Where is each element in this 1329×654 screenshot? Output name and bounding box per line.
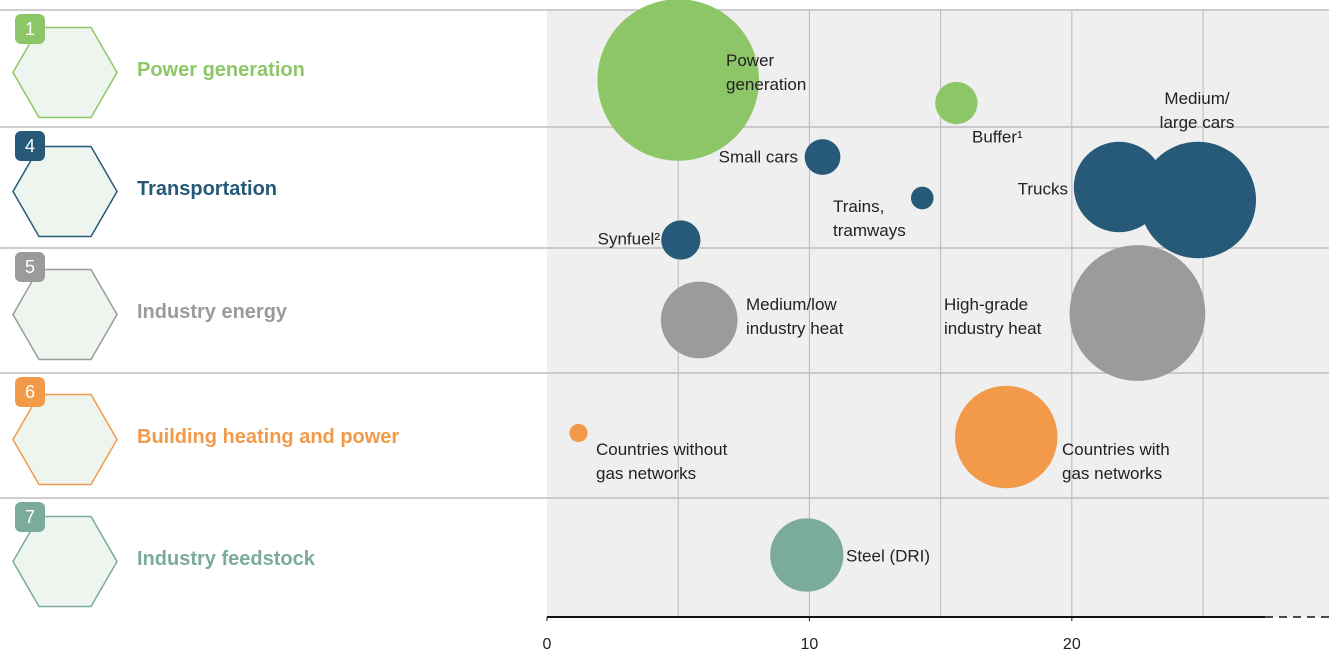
badge-number: 5 — [25, 257, 35, 277]
bubble-label: Countries without gas networks — [596, 440, 728, 483]
bubble-label: Small cars — [719, 147, 798, 166]
bubble — [1139, 141, 1257, 259]
badge — [15, 377, 45, 407]
bubble-label: Medium/low industry heat — [746, 295, 844, 338]
row-icon — [12, 268, 118, 361]
bubble-label: Power generation — [726, 51, 806, 94]
row-label: Power generation — [137, 59, 305, 81]
badge-number: 1 — [25, 19, 35, 39]
badge-number: 6 — [25, 382, 35, 402]
bubble — [597, 0, 759, 161]
row-icon — [12, 26, 118, 119]
bubble — [770, 518, 844, 592]
bubble — [955, 385, 1058, 489]
row-icon — [12, 393, 118, 486]
bubble-label: High-grade industry heat — [944, 295, 1042, 338]
x-tick-label: 10 — [801, 636, 819, 653]
bubble-label: Trains, tramways — [833, 197, 906, 240]
badge — [15, 14, 45, 44]
row-icon — [12, 515, 118, 608]
bubble — [661, 220, 701, 260]
badge-number: 4 — [25, 136, 35, 156]
row-label: Industry feedstock — [137, 548, 316, 570]
row-label: Building heating and power — [137, 426, 399, 448]
bubble — [1069, 245, 1206, 381]
row-icon — [12, 145, 118, 238]
badge-number: 7 — [25, 507, 35, 527]
bubble-label: Buffer¹ — [972, 127, 1023, 146]
bubble — [910, 186, 934, 210]
bubble-label: Countries with gas networks — [1062, 440, 1170, 483]
bubble — [804, 139, 841, 175]
bubble-label: Synfuel² — [598, 229, 661, 248]
badge — [15, 131, 45, 161]
badge — [15, 252, 45, 282]
bubble-label: Steel (DRI) — [846, 546, 930, 565]
bubble-label: Medium/large cars — [1160, 89, 1235, 132]
badge — [15, 502, 45, 532]
bubble — [935, 81, 978, 125]
x-tick-label: 20 — [1063, 636, 1081, 653]
row-label: Industry energy — [137, 301, 288, 323]
bubble — [569, 423, 588, 443]
row-label: Transportation — [137, 178, 277, 200]
bubble-label: Trucks — [1018, 179, 1068, 198]
bubble — [660, 281, 738, 359]
x-tick-label: 0 — [543, 636, 552, 653]
